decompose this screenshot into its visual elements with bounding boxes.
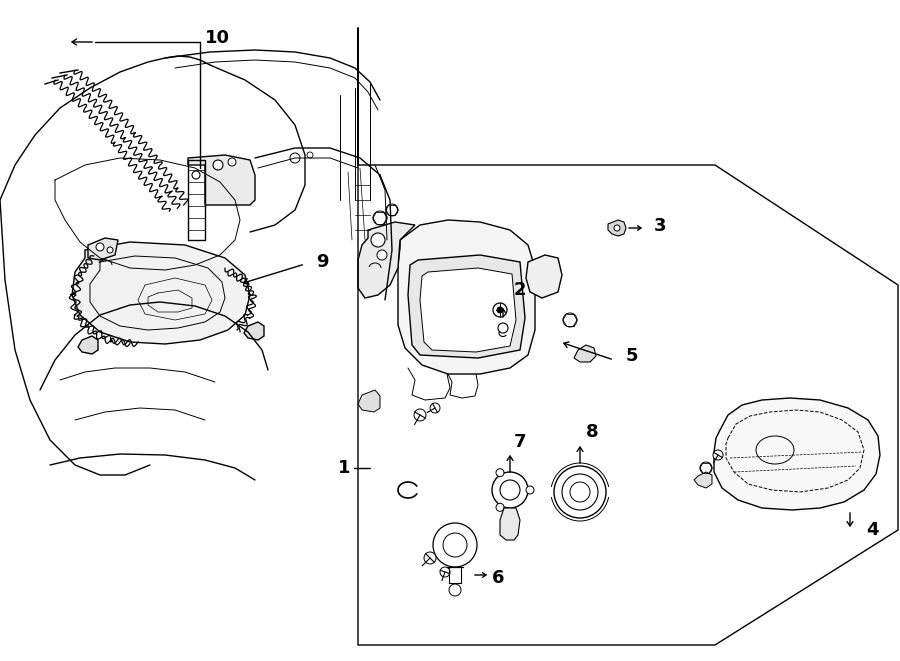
Polygon shape [526,255,562,298]
Text: 7: 7 [514,433,526,451]
Polygon shape [608,220,626,236]
Text: 5: 5 [626,347,638,365]
Circle shape [563,313,577,327]
Polygon shape [88,238,118,260]
Circle shape [614,225,620,231]
Polygon shape [358,222,415,298]
Circle shape [377,250,387,260]
Circle shape [496,469,504,477]
Circle shape [424,552,436,564]
Polygon shape [500,508,520,540]
Circle shape [496,503,504,512]
Text: 4: 4 [866,521,878,539]
Text: 1: 1 [338,459,350,477]
Circle shape [290,153,300,163]
Polygon shape [358,390,380,412]
Circle shape [562,474,598,510]
Polygon shape [78,336,98,354]
Circle shape [554,466,606,518]
Text: 2: 2 [514,281,526,299]
Polygon shape [714,398,880,510]
Circle shape [713,450,723,460]
Circle shape [386,204,398,216]
Circle shape [493,303,507,317]
Circle shape [500,480,520,500]
Circle shape [433,523,477,567]
Polygon shape [420,268,516,352]
Circle shape [443,533,467,557]
Circle shape [213,160,223,170]
Polygon shape [244,322,264,340]
Circle shape [700,462,712,474]
Text: 6: 6 [491,569,504,587]
Circle shape [192,171,200,179]
Circle shape [414,409,426,421]
Circle shape [497,307,503,313]
Text: 8: 8 [586,423,598,441]
Circle shape [570,482,590,502]
Circle shape [440,567,450,577]
Text: 3: 3 [653,217,666,235]
Text: 9: 9 [316,253,328,271]
Polygon shape [574,345,596,362]
Circle shape [371,233,385,247]
Text: 10: 10 [204,29,230,47]
Polygon shape [188,155,255,205]
Circle shape [373,211,387,225]
Circle shape [228,158,236,166]
Circle shape [526,486,534,494]
Circle shape [498,323,508,333]
Polygon shape [72,242,250,344]
Polygon shape [408,255,525,358]
Circle shape [449,584,461,596]
Circle shape [107,247,113,253]
Circle shape [492,472,528,508]
Polygon shape [694,472,712,488]
Circle shape [307,152,313,158]
Circle shape [96,243,104,251]
Circle shape [430,403,440,413]
Polygon shape [398,220,535,374]
